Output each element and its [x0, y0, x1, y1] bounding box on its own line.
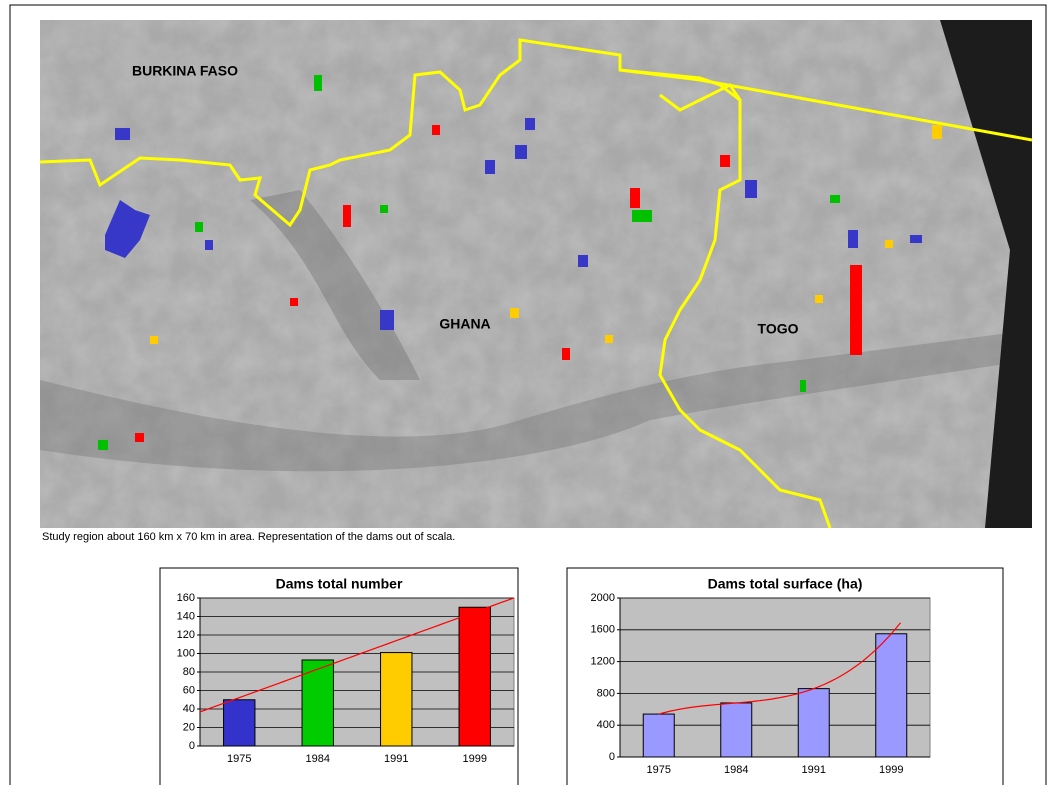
y-tick-label: 400: [597, 719, 615, 731]
country-label: TOGO: [758, 321, 799, 337]
country-label: GHANA: [439, 316, 490, 332]
satellite-map: [40, 20, 1032, 528]
bar: [381, 653, 412, 746]
y-tick-label: 20: [183, 721, 195, 733]
x-tick-label: 1999: [463, 753, 487, 765]
bar: [721, 703, 752, 757]
chart-title: Dams total surface (ha): [708, 576, 863, 592]
y-tick-label: 40: [183, 703, 195, 715]
bar: [643, 714, 674, 757]
bar: [459, 607, 490, 746]
y-tick-label: 100: [177, 647, 195, 659]
chart-title: Dams total number: [276, 576, 403, 592]
x-tick-label: 1984: [724, 764, 748, 776]
y-tick-label: 1200: [591, 656, 615, 668]
y-tick-label: 800: [597, 687, 615, 699]
x-tick-label: 1975: [227, 753, 251, 765]
bar: [224, 700, 255, 746]
bar: [876, 634, 907, 757]
x-tick-label: 1999: [879, 764, 903, 776]
y-tick-label: 1600: [591, 624, 615, 636]
y-tick-label: 140: [177, 610, 195, 622]
country-label: BURKINA FASO: [132, 63, 238, 79]
y-tick-label: 80: [183, 666, 195, 678]
x-tick-label: 1984: [306, 753, 330, 765]
y-tick-label: 60: [183, 684, 195, 696]
y-tick-label: 0: [609, 751, 615, 763]
map-caption: Study region about 160 km x 70 km in are…: [42, 531, 455, 543]
x-tick-label: 1991: [384, 753, 408, 765]
page: BURKINA FASO GHANA TOGO Study region abo…: [0, 0, 1054, 785]
y-tick-label: 0: [189, 740, 195, 752]
y-tick-label: 120: [177, 629, 195, 641]
bar: [798, 689, 829, 757]
x-tick-label: 1991: [802, 764, 826, 776]
x-tick-label: 1975: [647, 764, 671, 776]
y-tick-label: 2000: [591, 592, 615, 604]
y-tick-label: 160: [177, 592, 195, 604]
